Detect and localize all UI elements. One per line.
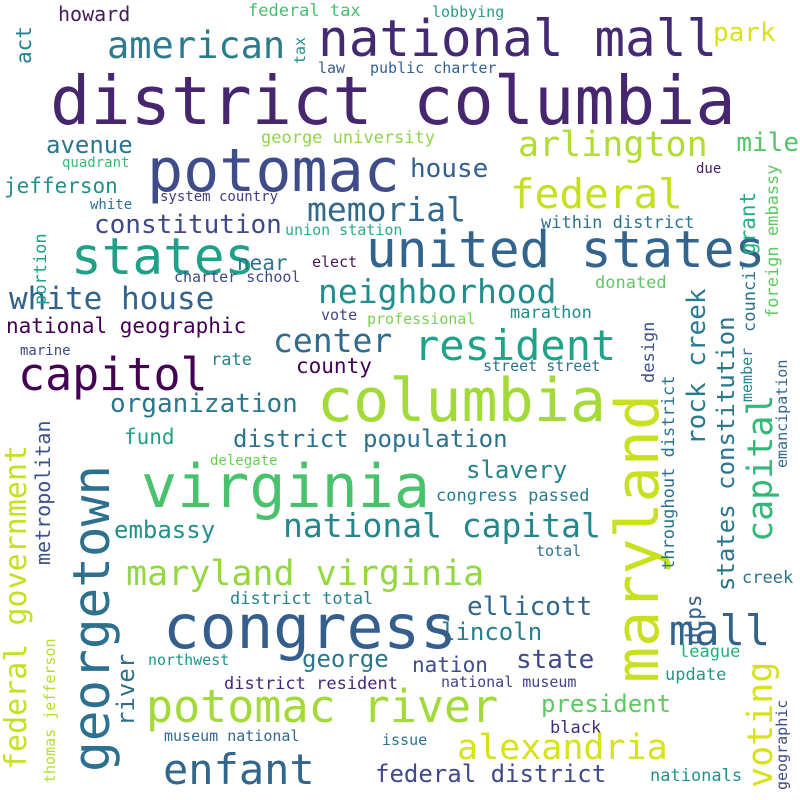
word: charter school [174, 268, 301, 286]
word: river [112, 653, 140, 726]
word: constitution [94, 210, 282, 240]
word: black [550, 718, 602, 738]
word: public charter [370, 59, 497, 77]
word: geographic [773, 699, 791, 790]
word: grant [736, 191, 760, 255]
word: district columbia [50, 62, 736, 140]
word: arlington [518, 125, 708, 165]
word: howard [58, 2, 131, 26]
word: center [273, 321, 393, 360]
word: virginia [141, 452, 430, 522]
word: nationals [650, 766, 743, 786]
word: union station [285, 221, 403, 239]
word: resident [414, 321, 617, 370]
word: neighborhood [318, 272, 557, 311]
word: states [71, 228, 256, 287]
word: jefferson [4, 174, 118, 198]
word: embassy [114, 516, 216, 544]
word: northwest [148, 651, 230, 669]
word: due [696, 161, 722, 177]
word: portion [31, 233, 51, 305]
word: within district [541, 213, 695, 233]
word: federal [510, 170, 683, 218]
word: george university [261, 128, 435, 148]
word: member [738, 347, 756, 402]
word: professional [367, 310, 476, 328]
word: district total [230, 589, 374, 609]
word: league [679, 642, 741, 662]
word: white house [9, 281, 215, 317]
word: thomas jefferson [41, 638, 59, 784]
word: law [318, 59, 346, 77]
word: act [12, 26, 36, 64]
word: lobbying [432, 3, 505, 21]
word: president [541, 690, 672, 718]
word: rate [211, 350, 252, 370]
word: house [410, 154, 489, 184]
word: georgetown [63, 464, 122, 772]
word: creek [742, 568, 794, 588]
word: nation [412, 653, 488, 677]
word: council [740, 260, 760, 332]
word: national capital [283, 506, 601, 545]
word: american [107, 24, 286, 67]
word: county [296, 354, 372, 378]
word: states constitution [712, 316, 740, 591]
word: united states [366, 221, 766, 280]
word: tax [291, 36, 309, 64]
word: elect [312, 253, 358, 271]
word: george [302, 645, 389, 673]
word: district population [233, 425, 508, 453]
word: foreign embassy [763, 164, 783, 318]
word: avenue [46, 131, 133, 159]
word: donated [595, 273, 667, 293]
word: issue [382, 731, 428, 749]
word: memorial [307, 190, 466, 229]
word: system country [160, 189, 279, 205]
word: throughout district [659, 375, 679, 570]
word: federal tax [248, 1, 361, 21]
word: capitol [18, 348, 208, 401]
word: national mall [318, 10, 718, 69]
word: ellicott [467, 592, 593, 622]
word: marathon [510, 303, 592, 323]
word: congress passed [436, 486, 590, 506]
word: museum national [164, 727, 300, 745]
word: quadrant [62, 155, 130, 171]
word: marine [20, 343, 71, 359]
word: rock creek [682, 288, 712, 445]
word: total [536, 542, 582, 560]
word: vote [321, 306, 358, 324]
word: design [639, 321, 659, 383]
word: federal district [375, 760, 607, 788]
word: emancipation [773, 359, 791, 468]
word: mile [736, 128, 799, 158]
word: congress [163, 592, 457, 663]
word: street street [483, 357, 601, 375]
word: district resident [224, 674, 398, 694]
word: organization [110, 389, 298, 419]
word: potomac [147, 136, 400, 206]
word: park [713, 18, 776, 48]
word: near [237, 251, 288, 275]
word: state [516, 645, 595, 675]
word: columbia [317, 366, 606, 436]
word: alexandria [457, 728, 668, 768]
word: slavery [466, 456, 568, 484]
word: dcps [682, 594, 706, 645]
word: update [665, 665, 727, 685]
word: lincoln [441, 618, 543, 646]
word: maryland virginia [126, 554, 485, 594]
word: potomac river [146, 680, 499, 733]
word: federal government [0, 444, 34, 770]
word: national museum [441, 673, 577, 691]
word: national geographic [6, 314, 247, 338]
word: metropolitan [31, 420, 55, 566]
word: delegate [210, 453, 278, 469]
word: enfant [163, 745, 315, 794]
word: mall [669, 606, 771, 655]
word: fund [124, 425, 175, 449]
word: white [90, 197, 133, 213]
